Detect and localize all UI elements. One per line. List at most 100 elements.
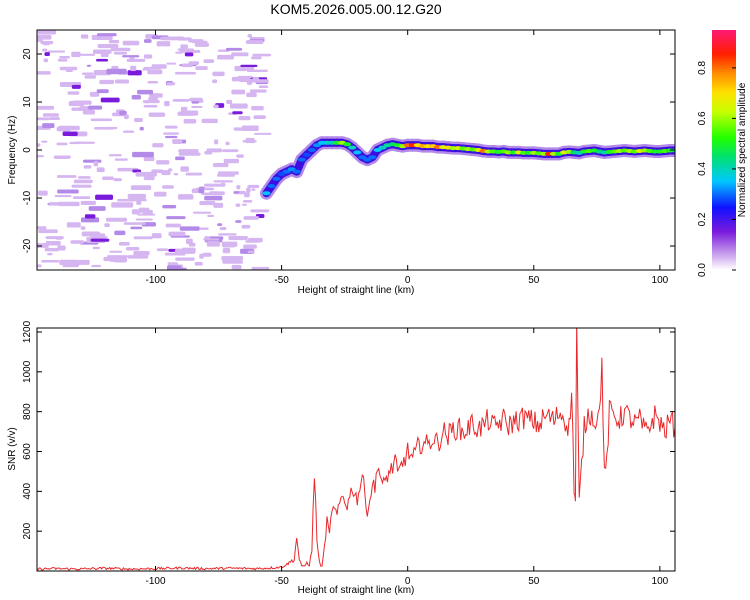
noise-cell xyxy=(83,165,92,169)
noise-cell xyxy=(192,211,212,214)
snr-y-label: SNR (v/v) xyxy=(7,427,18,470)
noise-cell xyxy=(222,260,243,264)
noise-cell xyxy=(191,40,208,44)
noise-cell xyxy=(213,180,233,183)
noise-cell xyxy=(37,226,47,230)
noise-cell xyxy=(37,34,52,40)
noise-cell xyxy=(113,51,128,55)
noise-cell xyxy=(253,115,266,120)
trace-point xyxy=(353,150,362,155)
noise-cell xyxy=(106,68,127,75)
x-tick-label: 100 xyxy=(652,275,669,286)
noise-cell xyxy=(37,143,41,147)
noise-cell xyxy=(58,201,80,207)
noise-cell xyxy=(37,71,51,75)
noise-cell xyxy=(213,202,224,208)
noise-cell xyxy=(233,191,240,194)
noise-cell xyxy=(163,132,179,135)
noise-cell xyxy=(143,176,155,181)
noise-cell xyxy=(81,231,100,237)
noise-cell xyxy=(191,105,203,109)
snr-y-ticks: 200 400 600 800 1000 1200 xyxy=(22,320,675,540)
noise-cell xyxy=(174,249,196,254)
noise-cell xyxy=(42,48,48,52)
snr-panel: -100 -50 0 50 100 200 400 600 800 1000 1200 Heigh… xyxy=(7,320,676,596)
noise-cell xyxy=(180,44,188,49)
noise-cell xyxy=(134,118,143,122)
figure-title: KOM5.2026.005.00.12.G20 xyxy=(270,1,441,17)
noise-cell xyxy=(216,174,235,177)
noise-cell xyxy=(67,91,80,95)
noise-cell xyxy=(222,247,231,254)
noise-cell xyxy=(249,89,267,93)
noise-cell xyxy=(38,229,58,234)
noise-cell xyxy=(88,206,106,211)
noise-cell xyxy=(220,182,226,187)
noise-cell xyxy=(218,233,237,236)
noise-cell xyxy=(57,189,79,194)
noise-cell xyxy=(104,223,110,227)
noise-cell xyxy=(166,62,177,65)
noise-cell xyxy=(102,176,114,180)
trace-point xyxy=(312,143,321,148)
noise-cell xyxy=(123,222,146,225)
noise-cell xyxy=(204,236,211,239)
noise-cell xyxy=(173,172,179,176)
noise-cell xyxy=(37,264,42,268)
trace-point xyxy=(292,169,301,174)
noise-cell xyxy=(156,160,170,165)
noise-cell xyxy=(228,235,248,241)
noise-cell xyxy=(152,143,164,148)
trace-point xyxy=(302,152,311,157)
noise-cell xyxy=(127,255,149,259)
noise-cell xyxy=(245,137,255,144)
noise-cell xyxy=(37,117,50,121)
noise-cell xyxy=(142,68,150,71)
colorbar-tick-label: 0.0 xyxy=(697,263,708,277)
noise-cell xyxy=(173,267,187,270)
noise-cell xyxy=(110,47,131,52)
noise-cell xyxy=(148,112,166,117)
noise-cell xyxy=(221,255,244,261)
noise-cell xyxy=(130,65,137,71)
noise-cell xyxy=(232,111,243,115)
noise-cell xyxy=(183,118,197,124)
noise-cell xyxy=(131,209,140,215)
noise-cell xyxy=(117,198,135,202)
noise-cell xyxy=(231,89,246,95)
noise-cell xyxy=(191,188,199,194)
noise-cell xyxy=(86,64,92,67)
noise-cell xyxy=(42,123,55,128)
noise-cell xyxy=(100,97,120,103)
x-tick-label: -50 xyxy=(274,576,289,587)
noise-cell xyxy=(231,264,242,270)
noise-cell xyxy=(57,58,68,62)
noise-cell xyxy=(199,200,216,206)
snr-x-ticks: -100 -50 0 50 100 xyxy=(146,328,669,587)
noise-cell xyxy=(57,245,66,251)
noise-cell xyxy=(44,52,50,56)
y-tick-label: 600 xyxy=(22,443,33,460)
noise-cell xyxy=(62,131,78,137)
noise-cell xyxy=(251,105,264,111)
noise-cell xyxy=(124,114,129,120)
noise-cell xyxy=(212,79,218,84)
x-tick-label: 0 xyxy=(405,576,411,587)
noise-cell xyxy=(175,257,195,261)
colorbar-gradient xyxy=(712,30,736,270)
noise-cell xyxy=(231,52,249,57)
noise-cell xyxy=(214,139,219,145)
noise-cell xyxy=(177,194,194,200)
noise-cell xyxy=(235,203,241,207)
noise-cell xyxy=(154,191,167,197)
noise-cell xyxy=(45,241,61,246)
noise-cell xyxy=(90,238,110,242)
noise-cell xyxy=(164,252,186,256)
noise-cell xyxy=(135,218,153,221)
noise-cell xyxy=(143,54,153,59)
noise-cell xyxy=(219,226,227,231)
noise-cell xyxy=(225,141,230,146)
noise-cell xyxy=(213,104,219,109)
noise-cell xyxy=(241,224,251,229)
